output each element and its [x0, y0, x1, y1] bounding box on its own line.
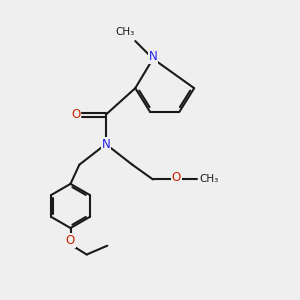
Text: O: O	[71, 108, 80, 121]
Text: O: O	[172, 172, 181, 184]
Text: N: N	[101, 138, 110, 151]
Text: O: O	[66, 234, 75, 247]
Text: CH₃: CH₃	[115, 27, 135, 37]
Text: CH₃: CH₃	[200, 174, 219, 184]
Text: N: N	[148, 50, 157, 63]
